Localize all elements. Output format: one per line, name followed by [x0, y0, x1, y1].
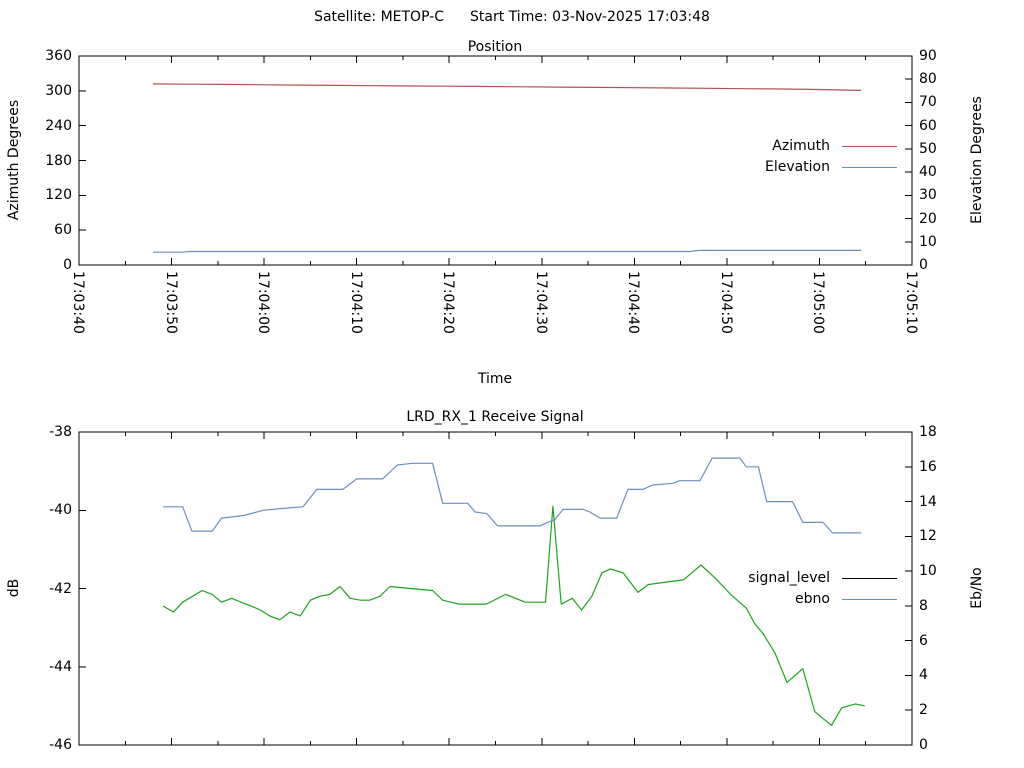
x-tick-label: 17:04:30 — [532, 271, 549, 334]
legend-line-swatch — [842, 145, 897, 147]
y-right-tick-label: 60 — [919, 117, 937, 134]
y-left-tick-label: -46 — [49, 737, 72, 753]
y-right-tick-label: 10 — [919, 563, 937, 580]
x-tick-label: 17:04:20 — [440, 271, 457, 334]
legend-item-Elevation: Elevation — [560, 158, 897, 176]
series-line-signal_level — [162, 505, 865, 727]
y-right-tick-label: 6 — [919, 632, 928, 649]
x-tick-label: 17:03:50 — [162, 271, 179, 334]
main-title: Satellite: METOP-C Start Time: 03-Nov-202… — [0, 8, 1024, 26]
chart1-title: Position — [467, 39, 523, 55]
legend-label-signal_level: signal_level — [748, 570, 830, 586]
chart2-title: LRD_RX_1 Receive Signal — [406, 409, 584, 425]
y-right-tick-label: 50 — [919, 140, 937, 157]
x-tick-label: 17:05:00 — [810, 271, 827, 334]
y-left-tick-label: 360 — [45, 48, 72, 64]
y-right-tick-label: 40 — [919, 164, 937, 181]
x-tick-label: 17:04:00 — [255, 271, 272, 334]
y-left-tick-label: 180 — [45, 152, 72, 169]
legend-label-Azimuth: Azimuth — [772, 138, 830, 154]
chart2-plot-border — [78, 431, 913, 746]
series-line-ebno — [163, 457, 862, 534]
y-right-tick-label: 70 — [919, 94, 937, 111]
y-right-tick-label: 80 — [919, 71, 937, 88]
chart1-xaxis-label: Time — [477, 371, 513, 387]
y-right-tick-label: 8 — [919, 597, 928, 614]
y-left-tick-label: -44 — [49, 658, 72, 675]
y-right-tick-label: 0 — [919, 737, 928, 753]
y-left-tick-label: 300 — [45, 82, 72, 99]
x-tick-label: 17:04:10 — [347, 271, 364, 334]
series-line-Elevation — [153, 249, 862, 253]
y-left-tick-label: 120 — [45, 187, 72, 204]
y-right-tick-label: 14 — [919, 493, 937, 510]
x-tick-label: 17:03:40 — [70, 271, 86, 334]
y-right-tick-label: 10 — [919, 233, 937, 250]
legend-line-swatch — [842, 598, 897, 600]
y-left-tick-label: 0 — [63, 257, 72, 273]
y-left-tick-label: -38 — [49, 424, 72, 440]
legend-item-signal_level: signal_level — [560, 569, 897, 587]
y-right-tick-label: 18 — [919, 424, 937, 440]
satellite-label: Satellite: METOP-C — [314, 9, 445, 25]
legend-label-ebno: ebno — [795, 591, 830, 607]
legend-item-ebno: ebno — [560, 590, 897, 608]
series-line-Azimuth — [152, 83, 862, 91]
y-right-tick-label: 20 — [919, 210, 937, 227]
y-right-tick-label: 12 — [919, 528, 937, 545]
y-right-tick-label: 30 — [919, 187, 937, 204]
legend-line-swatch — [842, 577, 897, 579]
y-right-tick-label: 16 — [919, 458, 937, 475]
legend-item-Azimuth: Azimuth — [560, 137, 897, 155]
y-left-tick-label: 240 — [45, 117, 72, 134]
x-tick-label: 17:04:50 — [717, 271, 734, 334]
y-right-tick-label: 0 — [919, 257, 928, 273]
chart2-yright-axis-label: Eb/No — [969, 567, 985, 609]
x-tick-label: 17:04:40 — [625, 271, 642, 334]
y-left-tick-label: 60 — [54, 222, 72, 239]
y-left-tick-label: -40 — [49, 502, 72, 519]
y-left-tick-label: -42 — [49, 580, 72, 597]
y-right-tick-label: 90 — [919, 48, 937, 64]
start-time-label: Start Time: 03-Nov-2025 17:03:48 — [470, 9, 710, 25]
x-tick-label: 17:05:10 — [903, 271, 919, 334]
legend-label-Elevation: Elevation — [764, 159, 830, 175]
legend-line-swatch — [842, 166, 897, 168]
y-right-tick-label: 4 — [919, 667, 928, 684]
y-right-tick-label: 2 — [919, 702, 928, 719]
